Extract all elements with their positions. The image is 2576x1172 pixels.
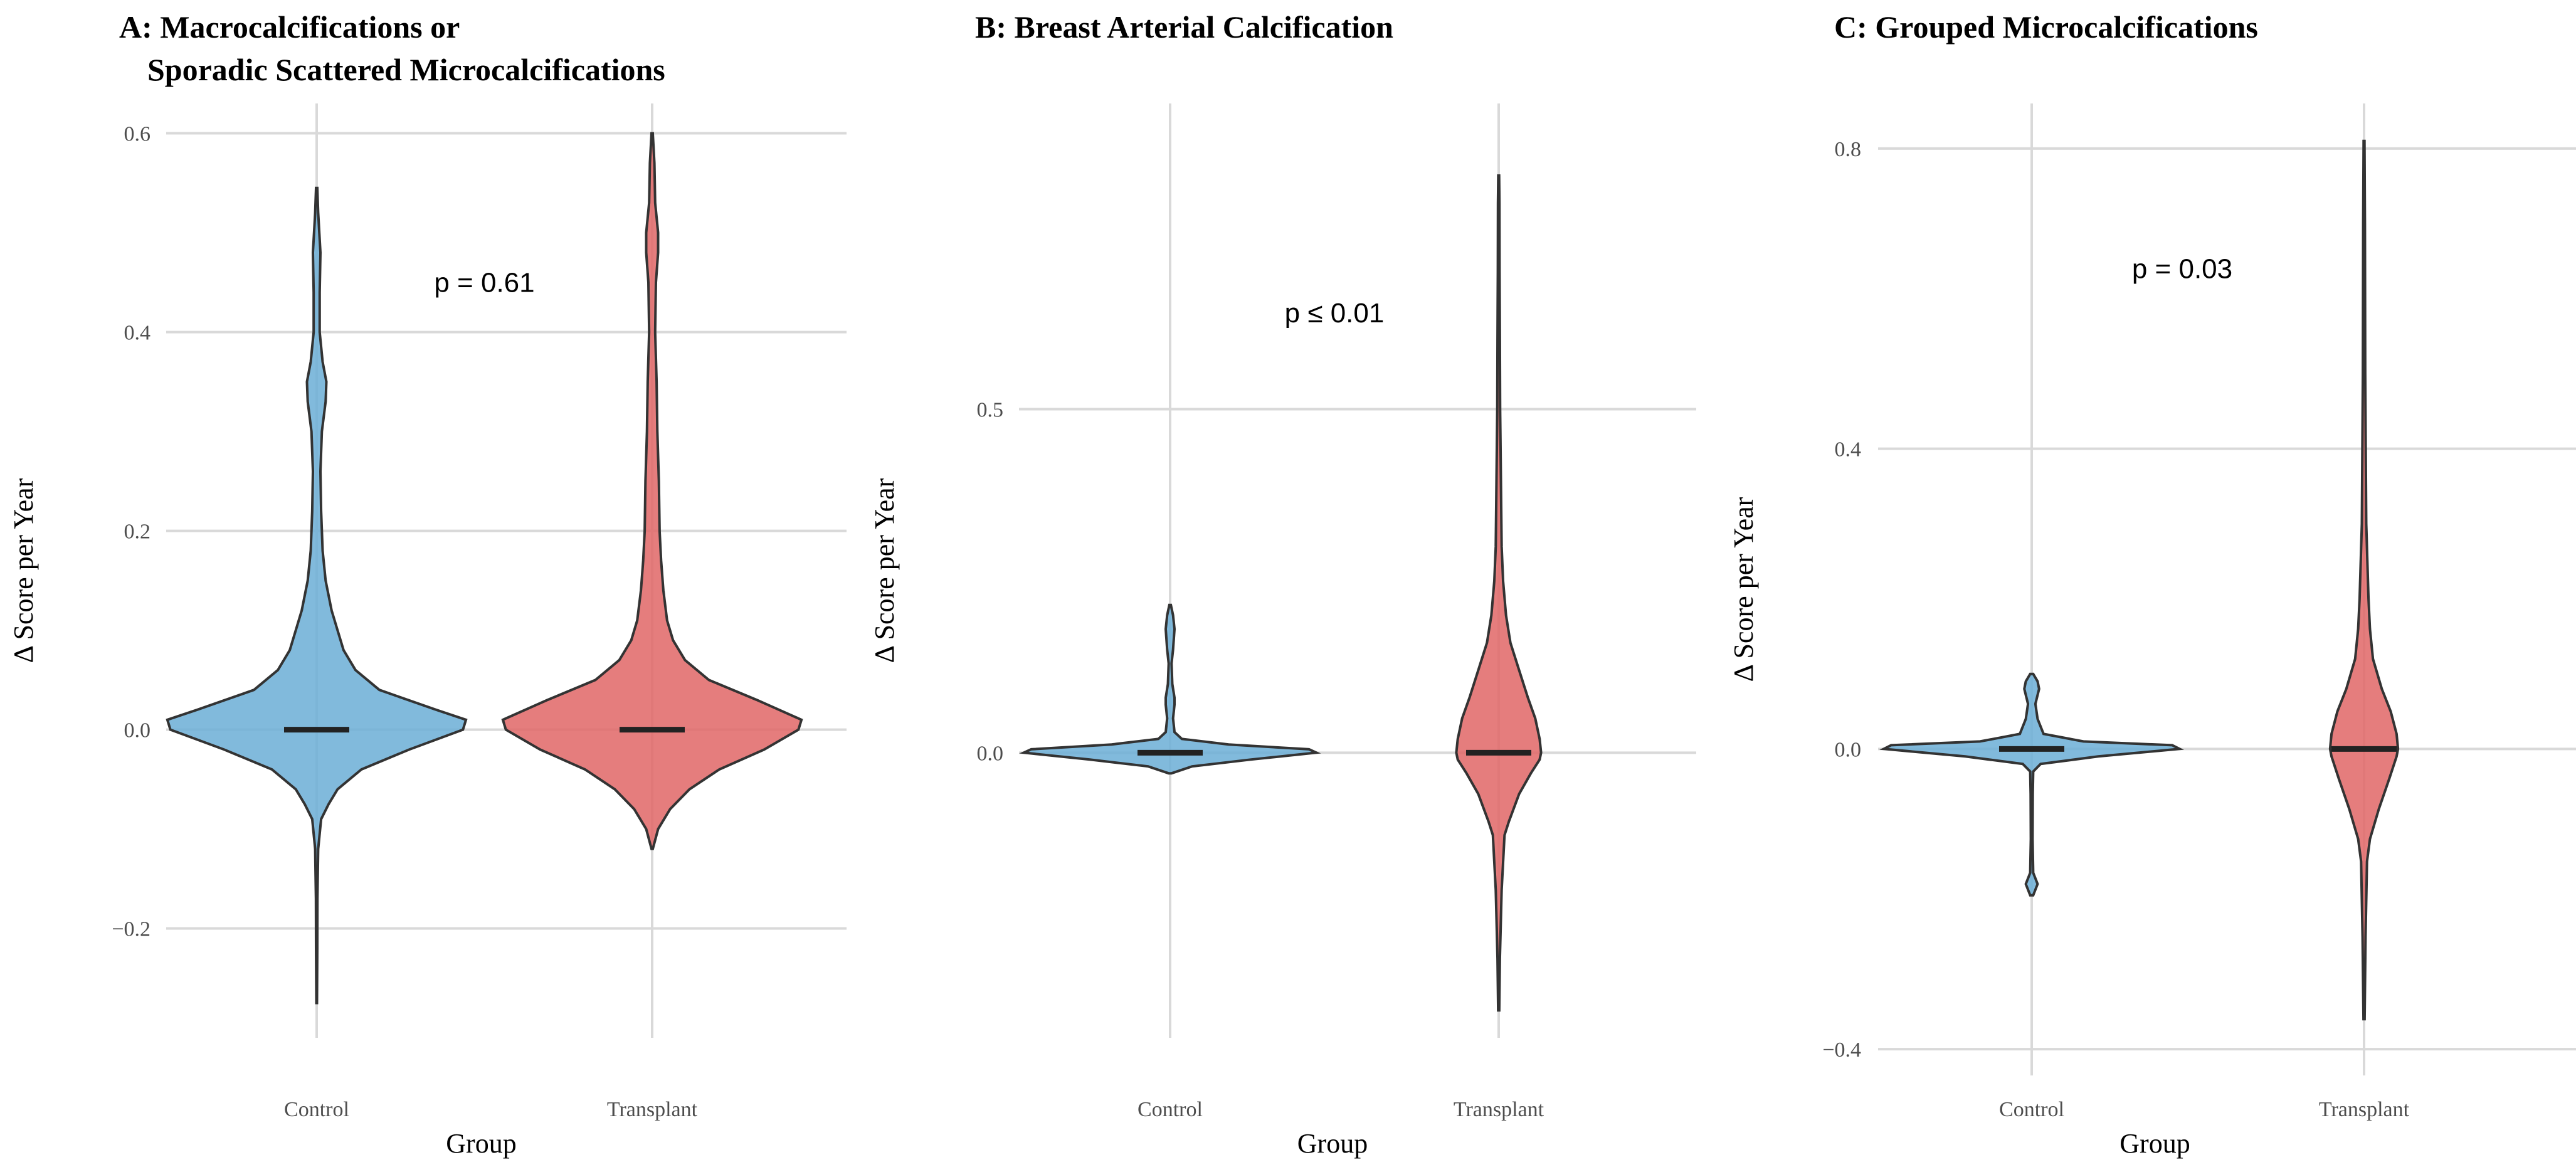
chart-title: Sporadic Scattered Microcalcifications — [147, 52, 665, 87]
panel-b: 0.0 0.5 Control Transplant Group Δ Score per … — [869, 9, 1696, 1159]
y-tick-label: 0.4 — [124, 322, 151, 345]
chart-title: C: Grouped Microcalcifications — [1834, 9, 2258, 45]
y-tick-label: 0.0 — [124, 719, 151, 742]
y-tick-label: −0.4 — [1822, 1038, 1861, 1062]
chart-title: A: Macrocalcifications or — [119, 9, 460, 45]
x-tick-label: Transplant — [607, 1098, 698, 1121]
y-axis-label: Δ Score per Year — [869, 478, 900, 663]
violin-transplant — [1455, 174, 1543, 1012]
y-axis-label: Δ Score per Year — [8, 478, 39, 663]
panel-a: −0.2 0.0 0.2 0.4 0.6 Control Transplant Group Δ … — [8, 9, 847, 1159]
x-tick-label: Control — [1138, 1098, 1203, 1121]
x-tick-label: Control — [284, 1098, 349, 1121]
y-tick-label: 0.0 — [1835, 738, 1862, 761]
y-tick-label: 0.0 — [977, 742, 1004, 765]
p-value-annotation: p = 0.03 — [2132, 253, 2232, 284]
violin-control — [1879, 672, 2184, 897]
x-axis-label: Group — [446, 1128, 516, 1159]
y-tick-label: 0.2 — [124, 520, 151, 544]
violin-transplant — [2328, 139, 2400, 1021]
x-axis-label: Group — [1297, 1128, 1368, 1159]
violin-transplant — [501, 132, 803, 850]
chart-title: B: Breast Arterial Calcification — [975, 9, 1393, 45]
violin-control — [166, 186, 468, 1005]
panel-c: −0.4 0.0 0.4 0.8 Control Transplant Group Δ Sco… — [1728, 9, 2576, 1159]
p-value-annotation: p = 0.61 — [434, 267, 534, 298]
x-tick-label: Transplant — [1454, 1098, 1544, 1121]
x-axis-label: Group — [2119, 1128, 2190, 1159]
x-tick-label: Control — [1999, 1098, 2064, 1121]
p-value-annotation: p ≤ 0.01 — [1285, 298, 1385, 329]
violin-control — [1019, 603, 1321, 775]
y-tick-label: −0.2 — [112, 918, 150, 941]
y-tick-label: 0.5 — [977, 399, 1004, 422]
y-tick-label: 0.4 — [1835, 438, 1862, 462]
x-tick-label: Transplant — [2319, 1098, 2410, 1121]
y-axis-label: Δ Score per Year — [1728, 497, 1759, 682]
y-tick-label: 0.8 — [1835, 138, 1862, 161]
y-tick-label: 0.6 — [124, 123, 151, 146]
